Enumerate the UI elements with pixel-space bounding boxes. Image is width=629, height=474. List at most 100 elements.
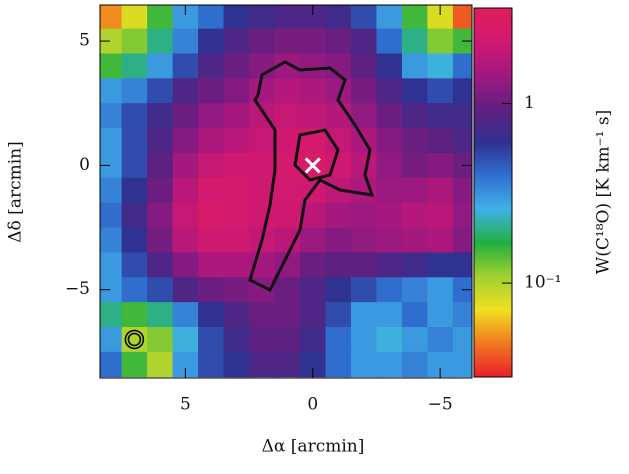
heatmap-cell: [350, 202, 377, 229]
heatmap-cell: [427, 152, 454, 179]
heatmap-cell: [401, 252, 428, 278]
heatmap-cell: [401, 302, 428, 328]
heatmap-cell: [198, 351, 225, 378]
heatmap-cell: [376, 128, 403, 154]
heatmap-cell: [249, 351, 276, 378]
heatmap-cell: [121, 152, 148, 179]
heatmap-cell: [274, 103, 301, 129]
heatmap-cell: [100, 202, 123, 229]
heatmap-cell: [223, 28, 250, 54]
heatmap-cell: [452, 5, 472, 30]
heatmap-cell: [376, 227, 403, 253]
heatmap-cell: [350, 351, 377, 378]
heatmap-cell: [427, 327, 454, 353]
colorbar-tick-label: 1: [524, 93, 535, 113]
heatmap-cell: [376, 277, 403, 303]
heatmap-cell: [274, 227, 301, 253]
heatmap-cell: [172, 327, 199, 353]
heatmap-cell: [249, 28, 276, 54]
heatmap-cell: [100, 53, 123, 79]
heatmap-cell: [452, 351, 472, 378]
heatmap-cell: [223, 302, 250, 328]
heatmap-cell: [223, 202, 250, 229]
heatmap-cell: [121, 177, 148, 204]
heatmap-cell: [249, 128, 276, 154]
heatmap-cell: [300, 78, 326, 104]
heatmap-cell: [147, 277, 174, 303]
heatmap-cell: [249, 327, 276, 353]
heatmap-cell: [223, 277, 250, 303]
heatmap-cell: [223, 177, 250, 204]
heatmap-cell: [100, 152, 123, 179]
heatmap-cell: [198, 227, 225, 253]
heatmap-cell: [223, 103, 250, 129]
heatmap-cell: [401, 53, 428, 79]
heatmap-cell: [198, 128, 225, 154]
heatmap-cell: [198, 177, 225, 204]
heatmap-cell: [198, 53, 225, 79]
heatmap-cell: [172, 227, 199, 253]
heatmap-cell: [121, 252, 148, 278]
heatmap-cell: [121, 227, 148, 253]
heatmap-cell: [376, 53, 403, 79]
heatmap-cell: [300, 28, 326, 54]
colorbar-tick-label: 10⁻¹: [524, 273, 561, 293]
heatmap-cell: [401, 78, 428, 104]
heatmap-cell: [198, 5, 225, 30]
heatmap-cell: [401, 327, 428, 353]
heatmap-cell: [300, 227, 326, 253]
heatmap-cell: [300, 252, 326, 278]
heatmap-cell: [249, 78, 276, 104]
y-tick-label: 5: [79, 31, 90, 51]
heatmap-cell: [401, 128, 428, 154]
heatmap-cell: [121, 53, 148, 79]
heatmap-cell: [147, 327, 174, 353]
heatmap-cell: [249, 302, 276, 328]
heatmap-cell: [376, 302, 403, 328]
heatmap-cell: [401, 351, 428, 378]
heatmap-cell: [198, 78, 225, 104]
heatmap-cell: [427, 78, 454, 104]
heatmap-cell: [300, 302, 326, 328]
heatmap-cell: [121, 128, 148, 154]
heatmap-cell: [223, 152, 250, 179]
x-axis-label: Δα [arcmin]: [262, 437, 365, 457]
heatmap-cell: [452, 103, 472, 129]
heatmap-cell: [401, 277, 428, 303]
heatmap-cell: [121, 351, 148, 378]
heatmap-cell: [121, 5, 148, 30]
heatmap-cell: [100, 277, 123, 303]
heatmap-cell: [147, 78, 174, 104]
heatmap-cell: [147, 103, 174, 129]
heatmap-cell: [376, 351, 403, 378]
heatmap-cell: [350, 327, 377, 353]
heatmap-cell: [147, 351, 174, 378]
heatmap-cell: [223, 53, 250, 79]
heatmap-cell: [172, 202, 199, 229]
colorbar: [473, 7, 513, 378]
heatmap-cell: [350, 277, 377, 303]
heatmap-cell: [223, 78, 250, 104]
heatmap-cell: [350, 5, 377, 30]
heatmap-cell: [100, 252, 123, 278]
heatmap-cell: [350, 177, 377, 204]
heatmap-cell: [121, 103, 148, 129]
heatmap-cell: [300, 103, 326, 129]
heatmap-cell: [274, 351, 301, 378]
heatmap-cell: [350, 302, 377, 328]
heatmap-cell: [223, 327, 250, 353]
y-axis-label: Δδ [arcmin]: [6, 141, 26, 242]
heatmap-cell: [325, 202, 352, 229]
heatmap-cell: [249, 5, 276, 30]
heatmap-cell: [452, 78, 472, 104]
heatmap-cell: [350, 28, 377, 54]
heatmap-cell: [121, 78, 148, 104]
heatmap-cell: [172, 28, 199, 54]
heatmap-cell: [100, 128, 123, 154]
heatmap-cell: [147, 152, 174, 179]
heatmap-cell: [172, 302, 199, 328]
heatmap-cell: [100, 327, 123, 353]
heatmap-cell: [427, 53, 454, 79]
heatmap-cell: [121, 277, 148, 303]
x-tick-label: 5: [180, 395, 191, 415]
